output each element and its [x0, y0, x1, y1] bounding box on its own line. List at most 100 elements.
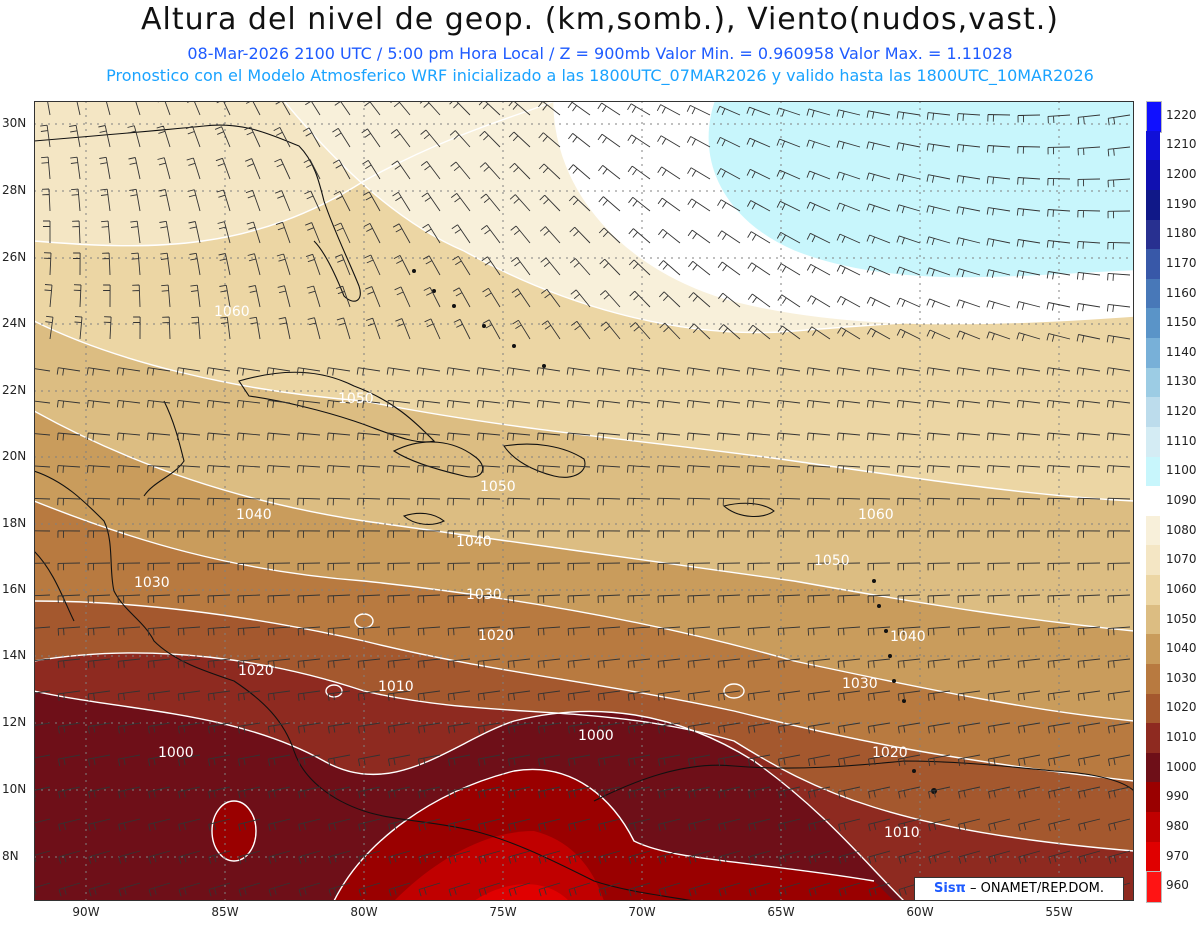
wind-barb [867, 594, 891, 604]
wind-barb [238, 818, 261, 832]
wind-barb [567, 465, 591, 473]
wind-barb [88, 786, 111, 799]
wind-barb [957, 690, 981, 701]
wind-barb [448, 882, 471, 897]
wind-barb [177, 432, 201, 441]
wind-barb [177, 754, 201, 767]
wind-barb [237, 465, 261, 473]
wind-barb [477, 690, 501, 701]
wind-barb [117, 497, 141, 506]
wind-barb [118, 882, 141, 897]
wind-barb [1078, 818, 1101, 832]
wind-barb [99, 156, 111, 180]
wind-barb [956, 144, 981, 153]
wind-barb [147, 658, 171, 669]
wind-barb [537, 594, 561, 604]
wind-barb [987, 722, 1011, 734]
contour-label: 1050 [338, 391, 374, 407]
wind-barb [177, 497, 201, 506]
wind-barb [275, 221, 291, 244]
wind-barb [1018, 786, 1041, 799]
wind-barb [687, 754, 711, 767]
wind-barb [356, 399, 381, 408]
wind-barb [598, 227, 621, 244]
wind-barb [987, 497, 1011, 506]
wind-barb [393, 255, 411, 276]
wind-barb [1047, 690, 1071, 701]
wind-barb [717, 658, 741, 669]
wind-barb [207, 530, 231, 538]
wind-barb [776, 200, 801, 212]
wind-barb [357, 432, 381, 441]
wind-barb [208, 786, 231, 799]
wind-barb [69, 124, 81, 148]
wind-barb [87, 626, 111, 636]
wind-barb [866, 367, 891, 376]
wind-barb [357, 754, 381, 767]
wind-barb [237, 530, 261, 538]
wind-barb [807, 295, 831, 308]
wind-barb [896, 328, 921, 340]
wind-barb [267, 626, 291, 636]
contour-label: 1000 [158, 745, 194, 761]
wind-barb [276, 253, 291, 276]
wind-barb [56, 367, 81, 376]
wind-barb [567, 530, 591, 538]
wind-barb [303, 159, 321, 180]
wind-barb [146, 399, 171, 408]
wind-barb [87, 722, 111, 734]
wind-barb [807, 465, 831, 473]
sispi-logo: Sisπ [934, 881, 966, 896]
wind-barb [1017, 114, 1041, 123]
wind-barb [452, 255, 471, 276]
wind-barb [838, 786, 861, 799]
wind-barb [539, 194, 561, 212]
wind-barb [568, 850, 591, 864]
wind-barb [656, 367, 681, 376]
wind-barb [87, 594, 111, 604]
contour-label: 1050 [814, 553, 850, 569]
wind-barb [207, 690, 231, 701]
wind-barb [386, 399, 411, 408]
wind-barb [395, 318, 411, 340]
wind-barb [147, 690, 171, 701]
wind-barb [777, 263, 801, 276]
wind-barb [1107, 465, 1131, 473]
wind-barb [447, 722, 471, 734]
wind-barb [275, 190, 291, 212]
wind-barb [926, 298, 951, 308]
wind-barb [748, 882, 771, 897]
wind-barb [417, 530, 441, 538]
wind-barb [1077, 497, 1101, 506]
low-pocket [212, 801, 256, 861]
wind-barb [717, 168, 741, 180]
wind-barb [128, 157, 141, 180]
colorbar-label: 1110 [1166, 433, 1197, 448]
wind-barb [57, 594, 81, 604]
wind-barb [808, 882, 831, 897]
wind-barb [927, 754, 951, 767]
wind-barb [657, 658, 681, 669]
colorbar-label: 1210 [1166, 137, 1197, 152]
wind-barb [298, 882, 321, 897]
wind-barb [657, 562, 681, 571]
wind-barb [148, 882, 171, 897]
wind-barb [568, 786, 591, 799]
wind-barb [896, 111, 921, 120]
wind-barb [511, 257, 531, 276]
wind-barb [1078, 850, 1101, 864]
wind-barb [1017, 754, 1041, 767]
wind-barb [1077, 754, 1101, 767]
wind-barb [716, 105, 741, 116]
wind-barb [866, 203, 891, 213]
wind-barb [147, 722, 171, 734]
wind-barb [748, 818, 771, 832]
wind-barb [1077, 722, 1101, 734]
wind-barb [418, 882, 441, 897]
wind-barb [74, 316, 83, 340]
wind-barb [177, 690, 201, 701]
colorbar-swatch [1146, 782, 1160, 813]
wind-barb [34, 400, 51, 404]
wind-barb [1017, 690, 1041, 701]
wind-barb [926, 205, 951, 214]
